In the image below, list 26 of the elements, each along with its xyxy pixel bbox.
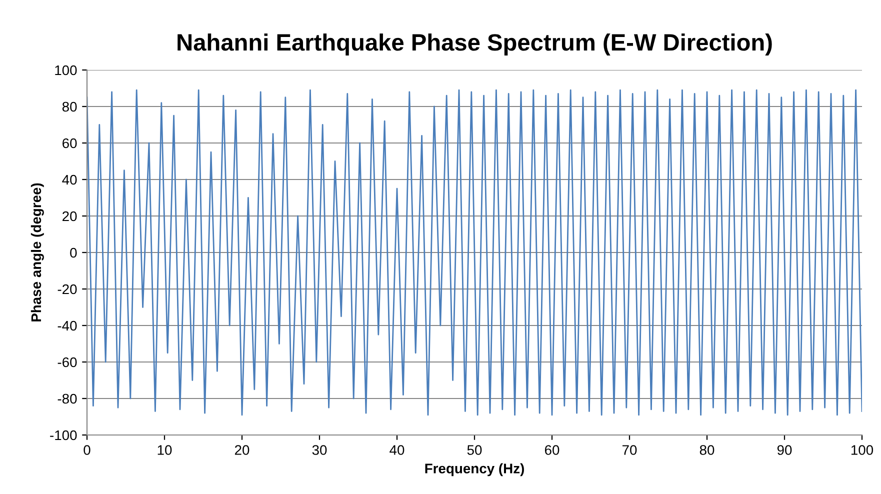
y-axis-title: Phase angle (degree)	[30, 183, 44, 322]
x-tick-label: 60	[544, 445, 560, 455]
x-tick-label: 90	[777, 445, 792, 455]
x-tick-label: 30	[312, 445, 327, 455]
y-tick-label: -60	[58, 357, 77, 368]
x-tick-label: 10	[158, 445, 172, 455]
y-tick-label: 100	[55, 65, 77, 76]
y-tick-label: -20	[58, 284, 77, 294]
y-tick-label: -40	[58, 320, 77, 331]
y-tick-label: -100	[50, 430, 77, 440]
x-tick-label: 70	[622, 445, 637, 455]
x-tick-label: 40	[390, 445, 404, 455]
chart-title: Nahanni Earthquake Phase Spectrum (E-W Direction)	[178, 33, 772, 56]
y-tick-label: 0	[70, 248, 77, 258]
y-tick-label: -80	[58, 394, 77, 404]
x-tick-label: 20	[234, 445, 250, 455]
y-tick-label: 80	[62, 102, 77, 112]
x-tick-label: 100	[851, 445, 874, 455]
y-tick-label: 60	[62, 138, 77, 148]
y-tick-label: 40	[62, 174, 77, 185]
x-tick-label: 80	[700, 445, 714, 455]
x-axis-title: Frequency (Hz)	[425, 463, 524, 476]
x-tick-label: 0	[84, 445, 90, 455]
y-tick-label: 20	[62, 211, 77, 222]
x-tick-label: 50	[467, 445, 482, 455]
line-series	[87, 89, 862, 416]
